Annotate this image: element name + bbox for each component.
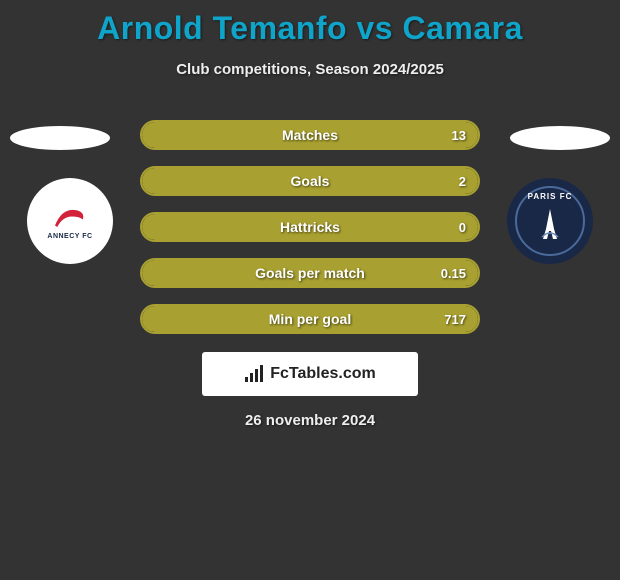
stat-value-right: 0 [459, 220, 466, 235]
stat-label: Min per goal [142, 311, 478, 327]
fctables-watermark: FcTables.com [202, 352, 418, 396]
stat-value-right: 717 [444, 312, 466, 327]
stat-row: Matches13 [140, 120, 480, 150]
stat-value-right: 13 [452, 128, 466, 143]
date-text: 26 november 2024 [0, 412, 620, 429]
stat-label: Hattricks [142, 219, 478, 235]
fctables-label: FcTables.com [270, 365, 376, 383]
stat-value-right: 2 [459, 174, 466, 189]
stat-row: Goals2 [140, 166, 480, 196]
chart-bars-icon [244, 365, 264, 383]
stat-row: Goals per match0.15 [140, 258, 480, 288]
stat-label: Goals per match [142, 265, 478, 281]
stats-container: Matches13 Goals2 Hattricks0 Goals per match… [0, 120, 620, 350]
stat-row: Min per goal717 [140, 304, 480, 334]
stat-row: Hattricks0 [140, 212, 480, 242]
stat-label: Matches [142, 127, 478, 143]
subtitle: Club competitions, Season 2024/2025 [0, 61, 620, 78]
stat-value-right: 0.15 [441, 266, 466, 281]
stat-label: Goals [142, 173, 478, 189]
page-title: Arnold Temanfo vs Camara [0, 0, 620, 47]
